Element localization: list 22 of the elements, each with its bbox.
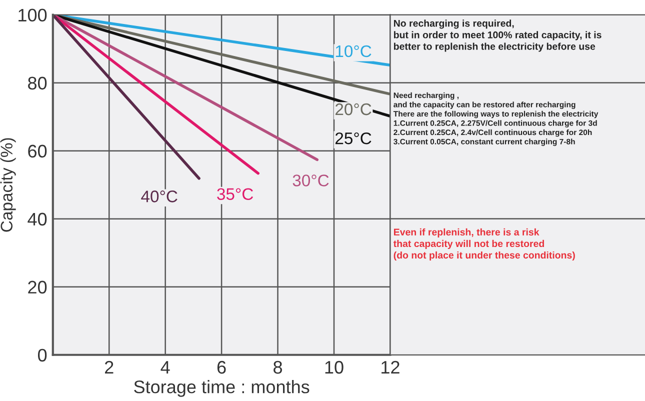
x-axis-title: Storage time : months — [134, 380, 310, 397]
x-tick-label: 2 — [105, 360, 114, 374]
text: Even if replenish, there is a risk that capacity will not be restored (do not place it under these conditions) — [393, 228, 575, 261]
series-label: 10°C — [336, 45, 372, 58]
x-tick-label: 12 — [382, 360, 400, 374]
series-label: 30°C — [292, 174, 329, 186]
series-label: 40°C — [141, 190, 178, 202]
y-tick-label: 80 — [28, 76, 47, 90]
y-tick-label: 0 — [38, 348, 47, 362]
series-label: 25°C — [336, 132, 372, 144]
y-tick-label: 60 — [28, 144, 47, 158]
x-tick-label: 10 — [325, 360, 344, 374]
y-tick-label: 40 — [28, 212, 47, 226]
series-label: 20°C — [336, 103, 372, 116]
y-axis-title: Capacity (%) — [0, 138, 16, 232]
y-tick-label: 20 — [28, 280, 47, 294]
y-tick-label: 100 — [18, 8, 47, 22]
x-tick-label: 6 — [217, 360, 226, 374]
x-tick-label: 8 — [274, 360, 282, 374]
series-label: 35°C — [217, 188, 254, 200]
x-tick-label: 4 — [160, 361, 170, 374]
text: No recharging is required, but in order to meet 100% rated capacity, it is better to replenish the electricity before use — [394, 20, 602, 52]
